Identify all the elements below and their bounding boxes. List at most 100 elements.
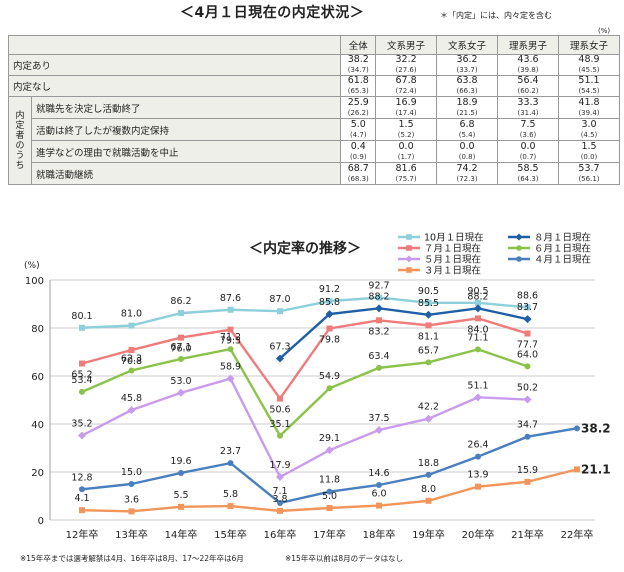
table-cell: 43.6 (39.8): [497, 54, 559, 76]
side-label-char: 定: [15, 120, 25, 131]
legend-marker: [406, 234, 412, 240]
data-label: 88.6: [517, 290, 538, 301]
side-label-char: ち: [15, 160, 25, 171]
row-label: 進学などの理由で就職活動を中止: [30, 140, 342, 163]
data-point: [128, 481, 135, 487]
series-line: [81, 377, 528, 479]
side-label-char: の: [15, 140, 25, 151]
legend-marker: [516, 245, 522, 251]
data-point: [78, 431, 86, 440]
table-cell: 41.8 (39.4): [557, 96, 621, 119]
legend-label: 10月１日現在: [424, 232, 484, 244]
data-label: 88.2: [368, 291, 389, 302]
data-label: 17.9: [269, 460, 290, 471]
data-point: [227, 326, 234, 333]
legend-marker: [405, 255, 413, 263]
data-point: [178, 310, 184, 317]
naitei-note: ＊「内定」には、内々定を含む: [440, 11, 552, 20]
cell-value: 74.2: [456, 162, 478, 174]
data-label: 11.8: [319, 475, 340, 486]
data-label: 88.2: [467, 291, 488, 302]
cell-prev-year: (0.9): [349, 152, 367, 161]
data-label: 77.7: [517, 340, 538, 351]
row-label: 就職先を決定し活動終了: [30, 96, 342, 119]
cell-prev-year: (75.7): [395, 174, 417, 183]
data-label: 53.4: [71, 375, 92, 386]
data-point: [376, 294, 382, 301]
data-label: 83.2: [368, 326, 389, 337]
data-label: 8.0: [421, 484, 436, 495]
data-label: 58.9: [220, 362, 241, 373]
x-tick-label: 21年卒: [511, 528, 544, 541]
cell-prev-year: (45.5): [578, 66, 600, 74]
table-row: 内定あり 38.2 (34.7) 32.2 (27.6) 36.2 (33.7) 43.6 (3…: [7, 54, 621, 76]
cell-prev-year: (26.2): [347, 108, 369, 117]
cell-prev-year: (39.4): [578, 108, 600, 117]
data-point: [375, 304, 383, 313]
data-label: 62.3: [121, 353, 142, 364]
table-cell: 18.9 (21.5): [436, 96, 499, 119]
legend-label: ６月１日現在: [534, 243, 591, 255]
data-label: 15.9: [517, 465, 538, 476]
cell-value: 7.5: [520, 118, 536, 130]
data-point: [375, 426, 383, 434]
cell-prev-year: (5.4): [458, 130, 476, 139]
data-label: 26.4: [467, 440, 488, 451]
cell-value: 41.8: [578, 96, 600, 108]
table-cell: 33.3 (31.4): [497, 96, 559, 119]
table-cell: 58.5 (64.3): [497, 162, 559, 185]
table-cell: 0.0 (0.7): [497, 140, 559, 163]
y-tick-label: 100: [25, 276, 44, 287]
x-tick-label: 20年卒: [462, 528, 495, 541]
data-label: 65.2: [71, 370, 92, 381]
data-point: [574, 425, 580, 432]
data-point: [326, 385, 333, 392]
cell-prev-year: (0.0): [580, 152, 598, 161]
data-point: [277, 308, 283, 315]
data-point: [425, 299, 432, 306]
data-label: 70.8: [121, 356, 142, 367]
y-tick-label: 80: [31, 324, 44, 335]
table-cell: 16.9 (17.4): [375, 96, 438, 119]
data-point: [79, 486, 85, 493]
data-label: 90.5: [467, 286, 488, 297]
data-point: [376, 364, 382, 371]
data-label: 54.9: [319, 371, 340, 382]
row-label: 活動は終了したが複数内定保持: [30, 118, 342, 141]
data-label: 80.1: [71, 311, 92, 322]
data-label: 84.0: [467, 324, 488, 335]
cell-value: 16.9: [395, 96, 417, 108]
cell-prev-year: (0.8): [458, 152, 476, 161]
table-cell: 3.0 (4.5): [557, 118, 621, 141]
data-label: 38.2: [581, 421, 611, 435]
col-header: 文系女子: [436, 35, 499, 55]
cell-value: 32.2: [395, 54, 417, 65]
data-label: 18.8: [418, 458, 439, 469]
series-line: [279, 307, 528, 360]
cell-value: 1.5: [581, 140, 597, 152]
data-point: [474, 304, 482, 313]
data-label: 79.3: [220, 336, 241, 347]
data-point: [227, 503, 234, 510]
series-line: [81, 296, 528, 329]
data-label: 50.6: [269, 405, 290, 416]
table-row: 進学などの理由で就職活動を中止 0.4 (0.9) 0.0 (1.7) 0.0 (0.8) 0…: [9, 140, 621, 163]
data-label: 87.6: [220, 293, 241, 304]
data-point: [425, 497, 432, 504]
data-label: 15.0: [121, 467, 142, 478]
cell-prev-year: (0.7): [519, 152, 537, 161]
data-label: 53.0: [170, 376, 191, 387]
data-label: 12.8: [71, 472, 92, 483]
cell-prev-year: (4.7): [349, 130, 367, 139]
data-label: 51.1: [467, 380, 488, 391]
data-label: 35.2: [71, 419, 92, 430]
col-header: 理系男子: [497, 35, 559, 55]
table-cell: 5.0 (4.7): [340, 118, 377, 141]
data-point: [79, 360, 85, 367]
data-point: [524, 330, 531, 337]
data-point: [574, 466, 580, 473]
cell-prev-year: (4.5): [580, 130, 598, 139]
series-line: [81, 347, 528, 438]
table-cell: 61.8 (65.3): [340, 75, 377, 97]
legend-label: ５月１日現在: [424, 254, 481, 266]
